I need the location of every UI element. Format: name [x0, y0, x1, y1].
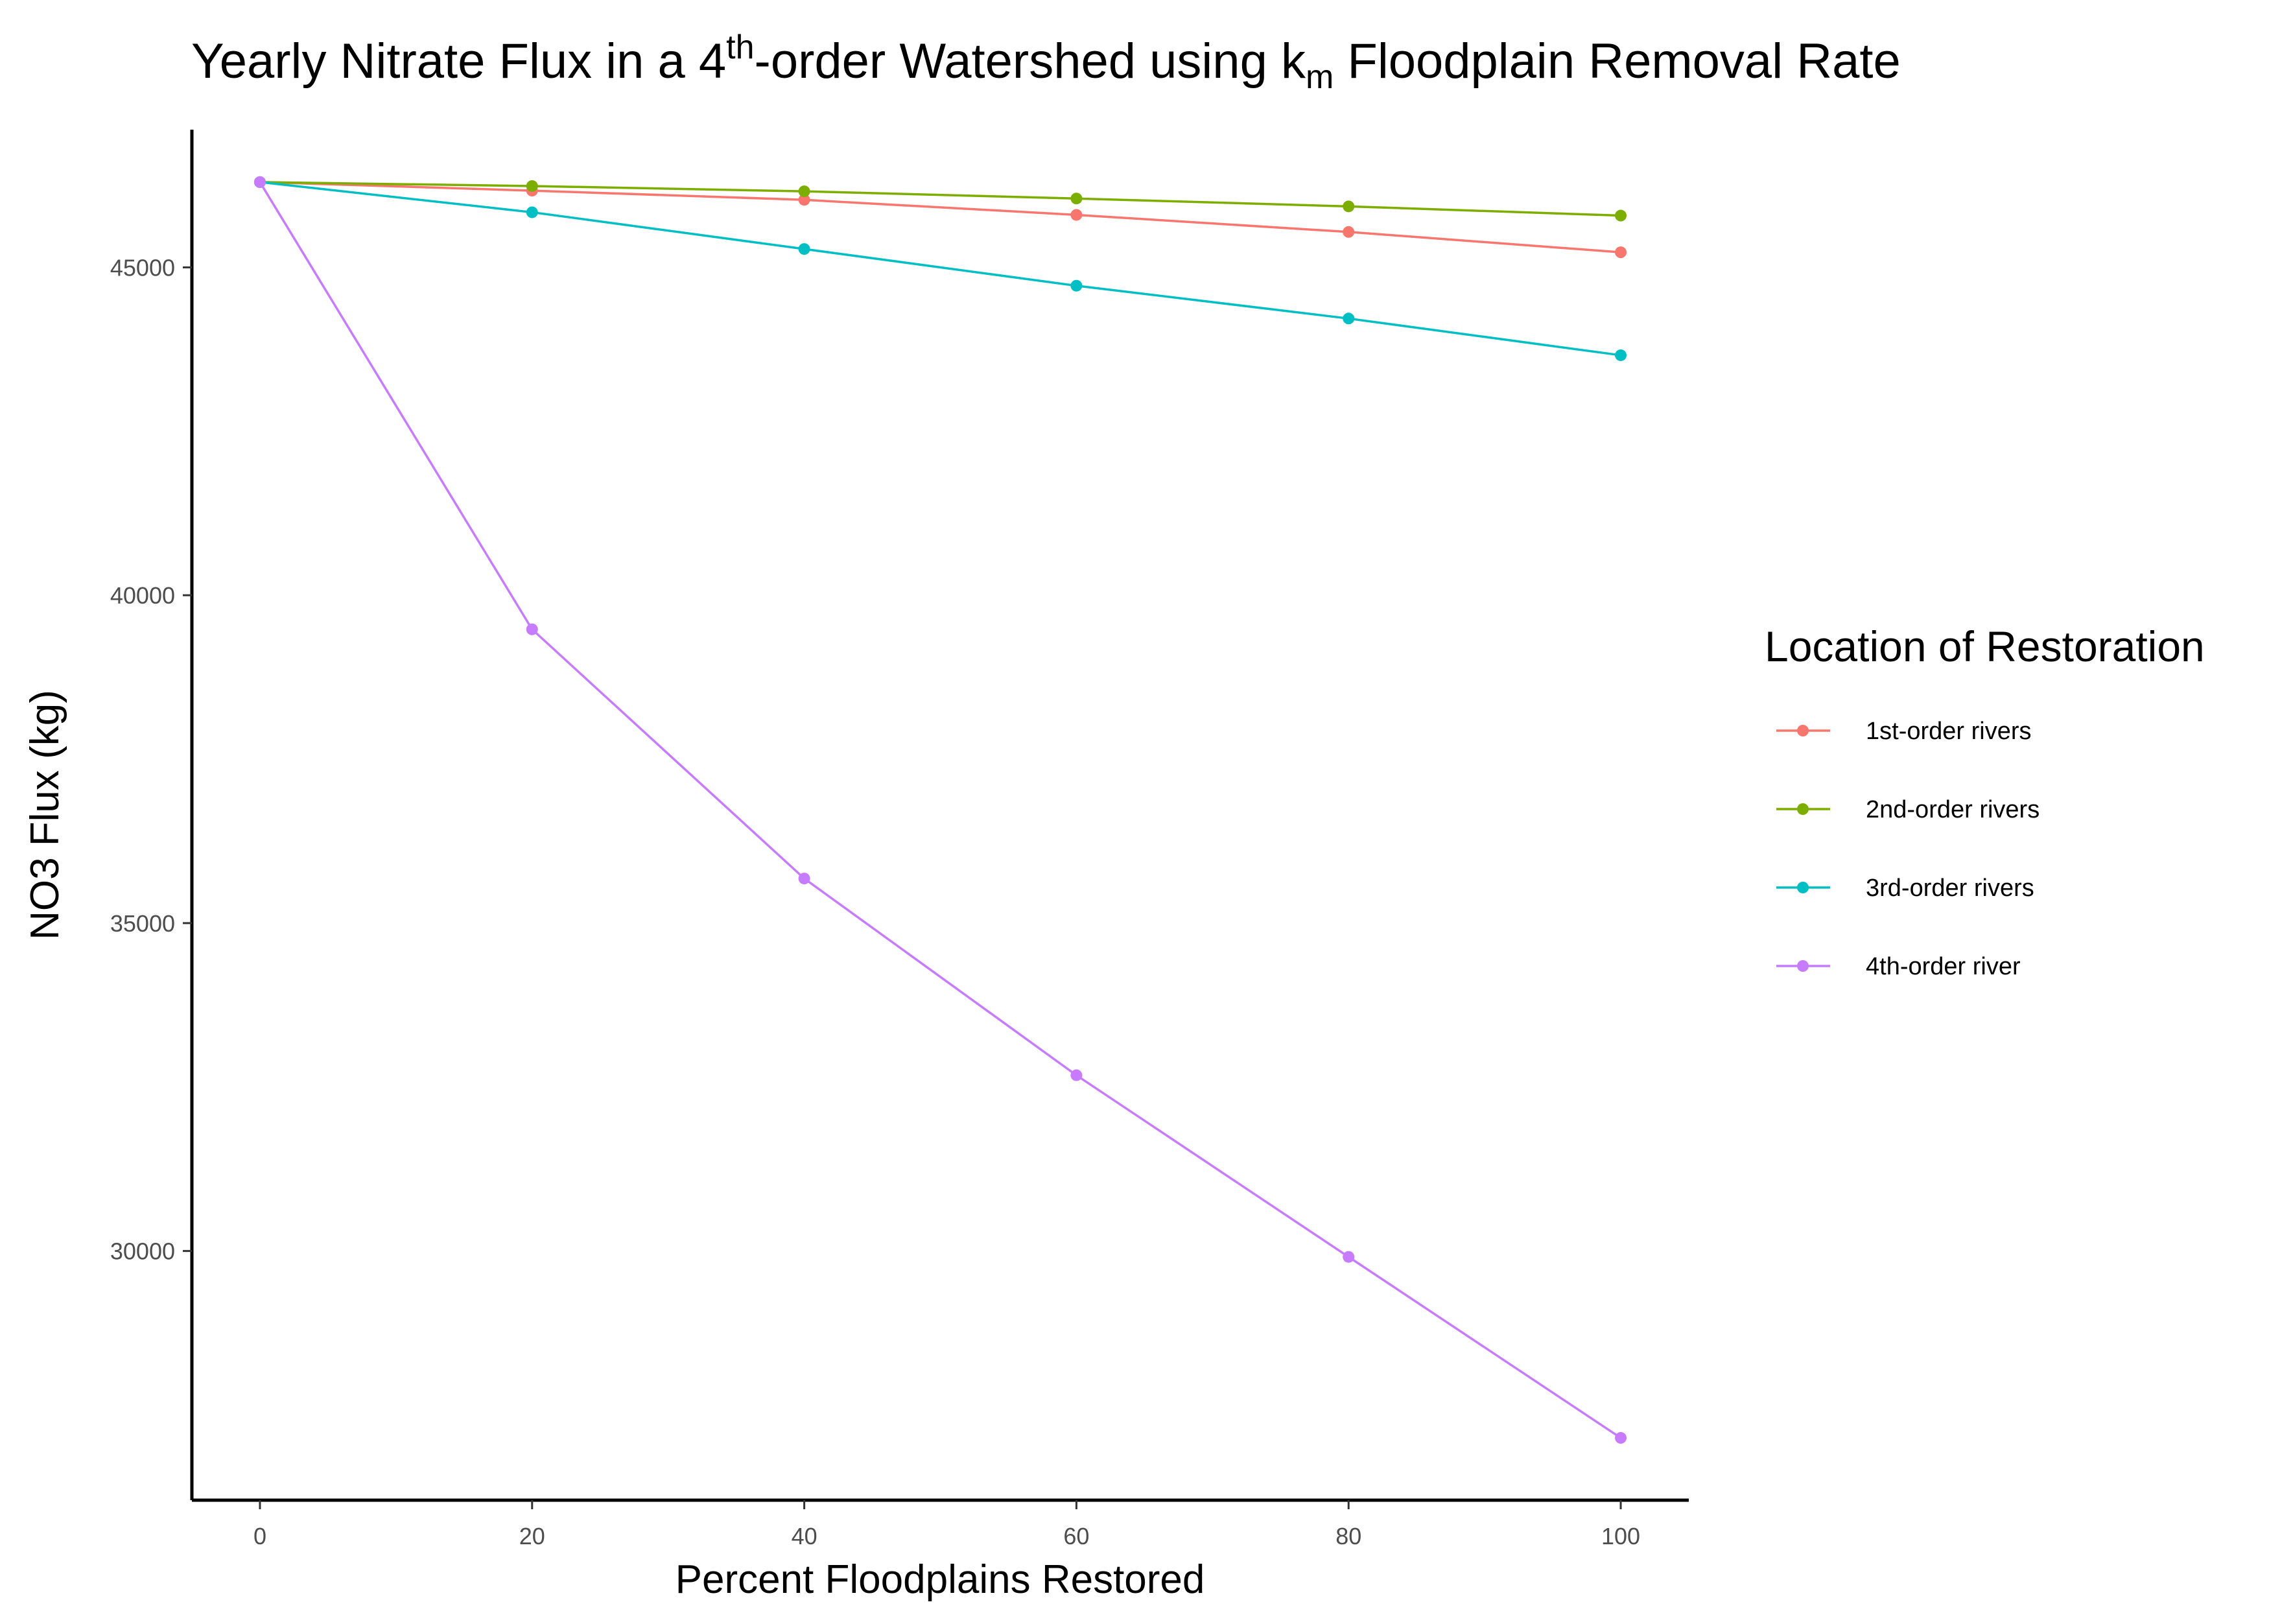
legend-item: 2nd-order rivers: [1776, 796, 2040, 823]
x-tick-label: 100: [1601, 1523, 1640, 1549]
legend-key-point: [1797, 725, 1809, 736]
legend-key-point: [1797, 803, 1809, 815]
data-point: [798, 873, 810, 885]
title-superscript: th: [726, 29, 754, 66]
legend: Location of Restoration 1st-order rivers…: [1765, 622, 2205, 980]
legend-items: 1st-order rivers 2nd-order rivers 3rd-orde…: [1776, 718, 2040, 980]
data-point: [1343, 226, 1355, 238]
data-point: [798, 194, 810, 206]
data-point: [1070, 1069, 1083, 1081]
y-tick-label: 45000: [110, 254, 175, 281]
y-tick-label: 40000: [110, 582, 175, 609]
data-point: [1615, 349, 1627, 361]
legend-item: 1st-order rivers: [1776, 718, 2032, 745]
legend-item: 3rd-order rivers: [1776, 875, 2034, 902]
data-point: [526, 623, 538, 635]
legend-label: 4th-order river: [1866, 953, 2021, 980]
data-point: [798, 243, 810, 255]
title-subscript: m: [1306, 58, 1334, 96]
series-1: [253, 176, 1627, 259]
y-axis-title: NO3 Flux (kg): [23, 690, 67, 940]
legend-title: Location of Restoration: [1765, 622, 2205, 670]
series-4: [253, 176, 1627, 1444]
data-point: [1615, 209, 1627, 222]
data-point: [1615, 1431, 1627, 1444]
legend-key-point: [1797, 882, 1809, 893]
series-line: [259, 181, 1621, 357]
data-point: [798, 185, 810, 198]
data-point: [1615, 246, 1627, 259]
x-tick-label: 20: [519, 1523, 545, 1549]
series-line: [259, 181, 1621, 217]
data-point: [526, 206, 538, 218]
legend-label: 3rd-order rivers: [1866, 875, 2034, 902]
data-point: [526, 180, 538, 192]
data-point: [1070, 279, 1083, 292]
y-axis-ticks: 30000 35000 40000 45000: [110, 254, 192, 1265]
data-point: [253, 176, 266, 188]
data-point: [1343, 200, 1355, 213]
data-point: [1070, 193, 1083, 205]
chart-title: Yearly Nitrate Flux in a 4th-order Water…: [191, 29, 1901, 96]
x-tick-label: 40: [792, 1523, 817, 1549]
legend-label: 2nd-order rivers: [1866, 796, 2040, 823]
title-part-2: -order Watershed using k: [755, 34, 1306, 89]
x-axis-ticks: 0 20 40 60 80 100: [253, 1500, 1640, 1549]
x-tick-label: 0: [253, 1523, 266, 1549]
data-point: [1343, 1251, 1355, 1263]
series-2: [253, 176, 1627, 222]
y-tick-label: 35000: [110, 910, 175, 937]
data-point: [1343, 312, 1355, 325]
title-part-3: Floodplain Removal Rate: [1334, 34, 1900, 89]
legend-label: 1st-order rivers: [1866, 718, 2032, 745]
x-axis-title: Percent Floodplains Restored: [676, 1557, 1205, 1602]
y-tick-label: 30000: [110, 1238, 175, 1265]
title-part-1: Yearly Nitrate Flux in a 4: [191, 34, 726, 89]
series-line: [259, 181, 1621, 253]
legend-item: 4th-order river: [1776, 953, 2021, 980]
series-line: [259, 182, 1622, 1439]
x-tick-label: 60: [1063, 1523, 1089, 1549]
x-tick-label: 80: [1335, 1523, 1361, 1549]
data-point: [1070, 209, 1083, 221]
plot-area: [253, 176, 1627, 1444]
legend-key-point: [1797, 960, 1809, 972]
series-3: [253, 176, 1627, 361]
